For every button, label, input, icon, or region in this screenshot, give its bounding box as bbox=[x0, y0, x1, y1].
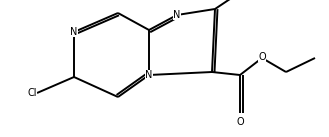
Text: O: O bbox=[236, 117, 244, 127]
Text: Cl: Cl bbox=[28, 88, 37, 98]
Text: N: N bbox=[70, 27, 78, 37]
Text: N: N bbox=[173, 10, 181, 20]
Text: N: N bbox=[145, 70, 153, 80]
Text: O: O bbox=[258, 52, 266, 62]
